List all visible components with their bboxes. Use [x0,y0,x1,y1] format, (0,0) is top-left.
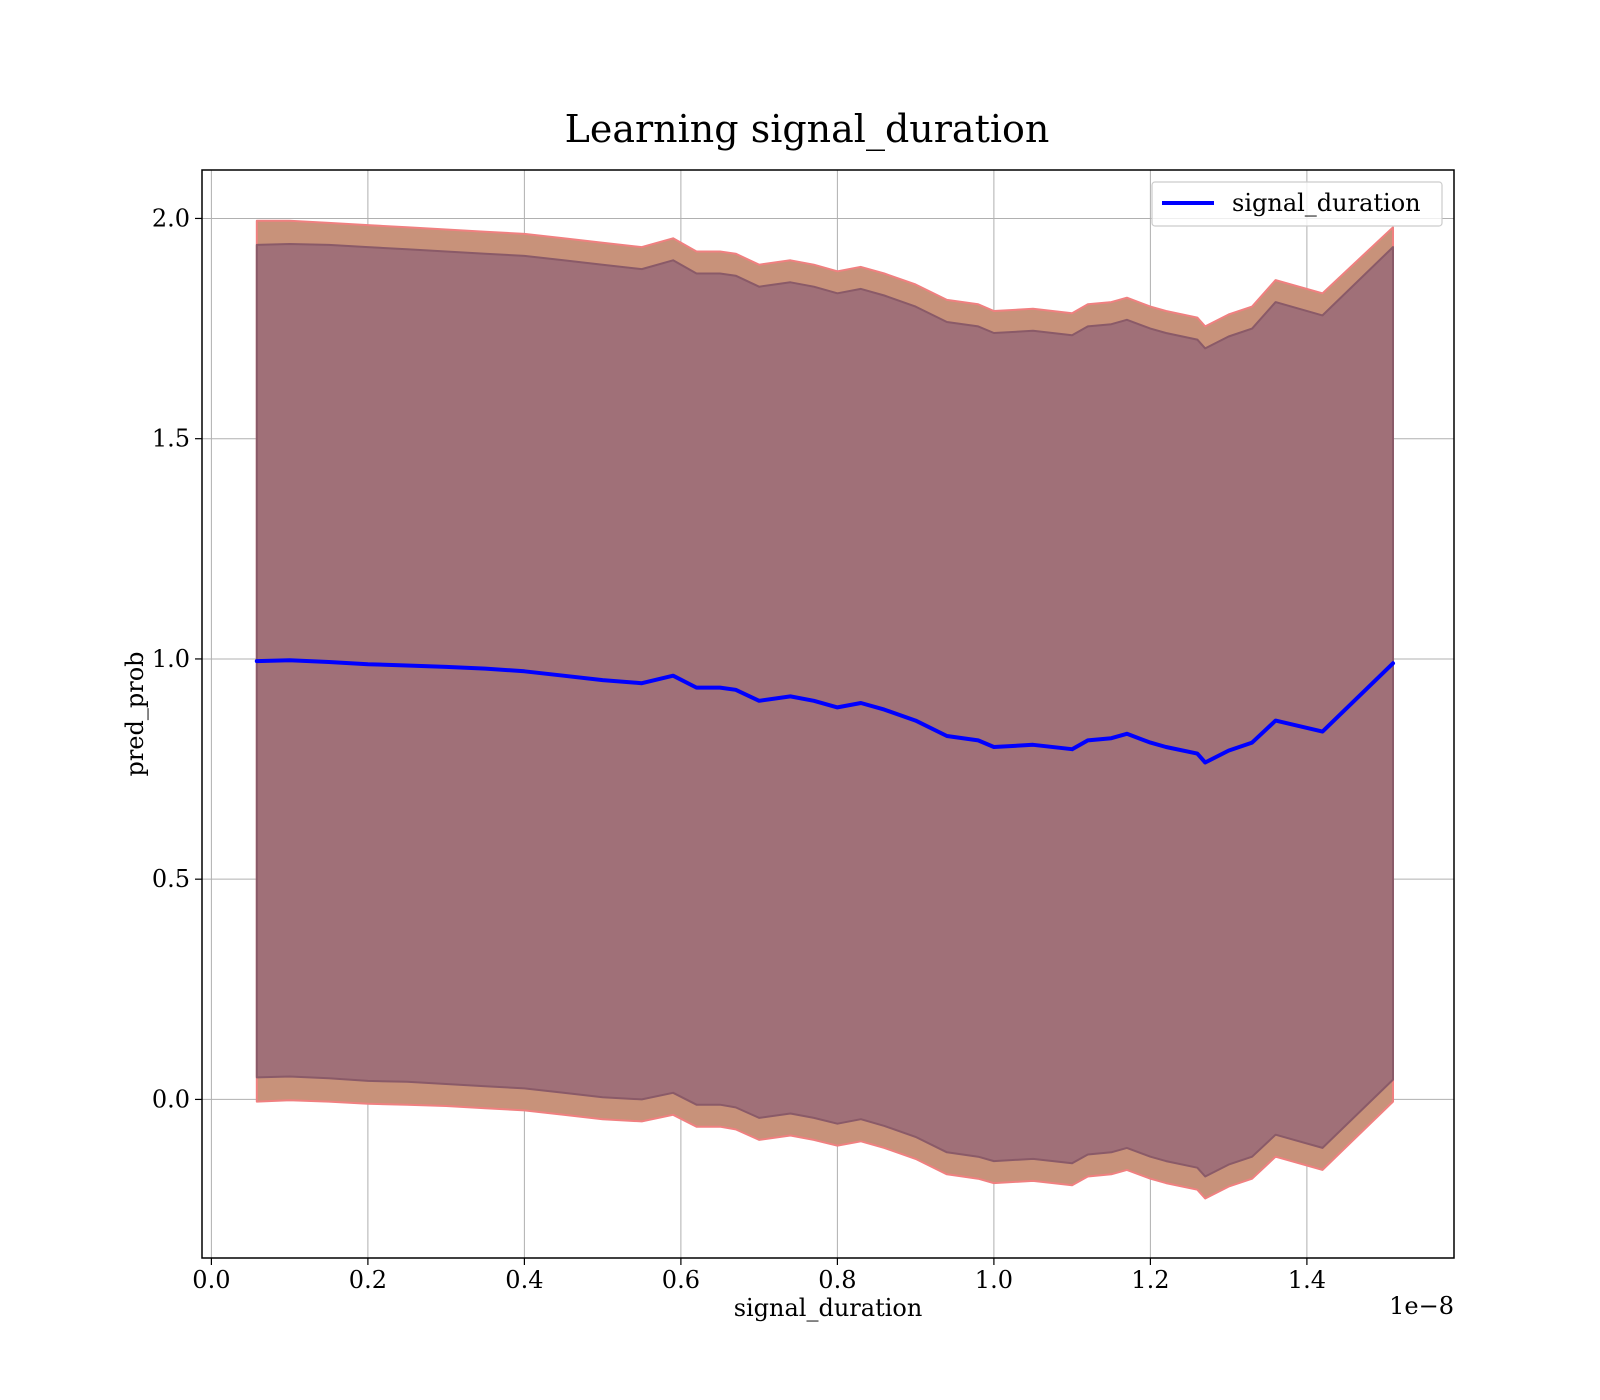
y-tick-label: 1.0 [152,645,190,673]
x-tick-label: 1.4 [1288,1266,1326,1294]
x-tick-label: 0.0 [192,1266,230,1294]
chart-title: Learning signal_duration [565,107,1050,152]
band-inner-band [255,243,1394,1178]
plot-area: 0.0 0.2 0.4 0.6 0.8 1.0 1.2 1.4 0.0 0.5 1.0 1.5 2.0 [152,169,1455,1294]
axis-ticks: 0.0 0.2 0.4 0.6 0.8 1.0 1.2 1.4 0.0 0.5 1.0 1.5 2.0 [152,204,1326,1294]
y-axis-label: pred_prob [121,651,149,776]
x-tick-label: 1.0 [975,1266,1013,1294]
legend-label-signal-duration: signal_duration [1232,189,1421,217]
legend: signal_duration [1151,181,1443,227]
series-lines [254,658,1395,765]
x-tick-label: 1.2 [1131,1266,1169,1294]
y-tick-label: 0.0 [152,1085,190,1113]
x-tick-label: 0.2 [349,1266,387,1294]
x-tick-label: 0.6 [662,1266,700,1294]
axes-frame [201,169,1455,1259]
series-line-signal-duration [254,658,1395,765]
legend-box [1151,181,1443,227]
confidence-bands [255,219,1394,1200]
y-tick-label: 0.5 [152,865,190,893]
y-tick-label: 2.0 [152,204,190,232]
x-axis-offset-label: 1e−8 [1389,1292,1454,1320]
x-tick-label: 0.4 [505,1266,543,1294]
x-axis-label: signal_duration [734,1294,923,1322]
x-tick-label: 0.8 [818,1266,856,1294]
y-tick-label: 1.5 [152,425,190,453]
